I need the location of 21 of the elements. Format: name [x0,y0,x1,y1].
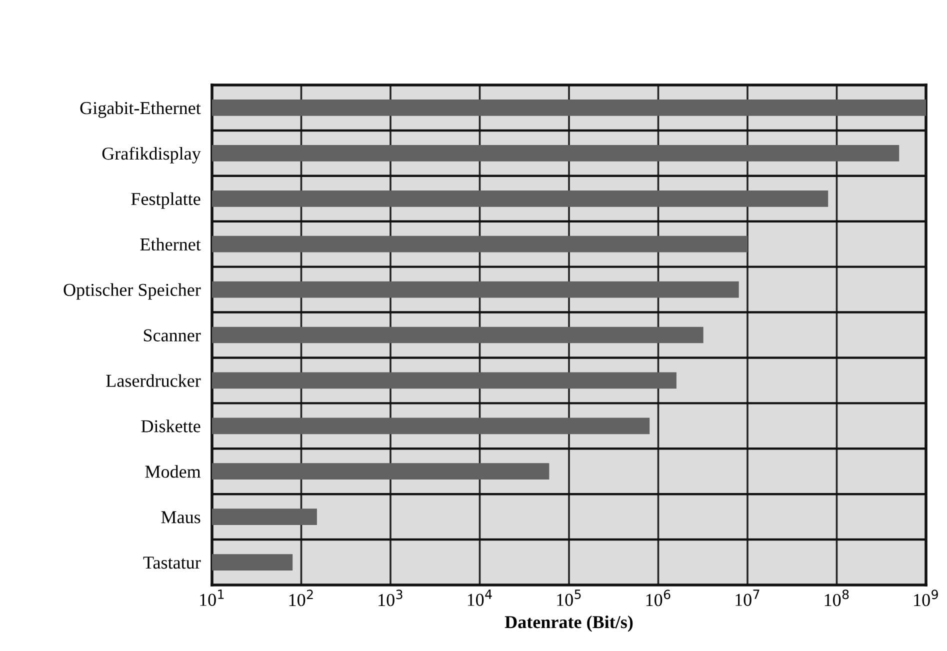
x-tick-label: 10$^{5}$ [557,590,581,606]
x-tick-label: 10$^{6}$ [646,590,670,606]
y-tick-label: Gigabit-Ethernet [80,101,201,118]
y-tick-label: Grafikdisplay [102,146,201,164]
y-tick-label: Ethernet [140,238,201,251]
y-tick-label: Optischer Speicher [64,283,201,300]
x-tick-label: 10$^{7}$ [736,590,760,606]
x-axis-title: Datenrate (Bit/s) [504,616,633,632]
y-tick-label: Laserdrucker [106,374,201,387]
y-tick-label: Scanner [144,329,201,342]
x-tick-label: 10$^{2}$ [289,590,313,606]
y-tick-label: Tastatur [143,556,201,569]
x-tick-label: 10$^{9}$ [914,590,938,606]
y-tick-label: Festplatte [131,192,200,209]
y-tick-label: Diskette [141,420,200,432]
x-tick-label: 10$^{8}$ [824,590,849,606]
y-tick-label: Maus [161,511,200,524]
x-tick-label: 10$^{1}$ [200,590,224,606]
x-tick-label: 10$^{3}$ [378,590,402,606]
y-tick-label: Modem [145,465,201,478]
x-tick-label: 10$^{4}$ [468,590,492,606]
